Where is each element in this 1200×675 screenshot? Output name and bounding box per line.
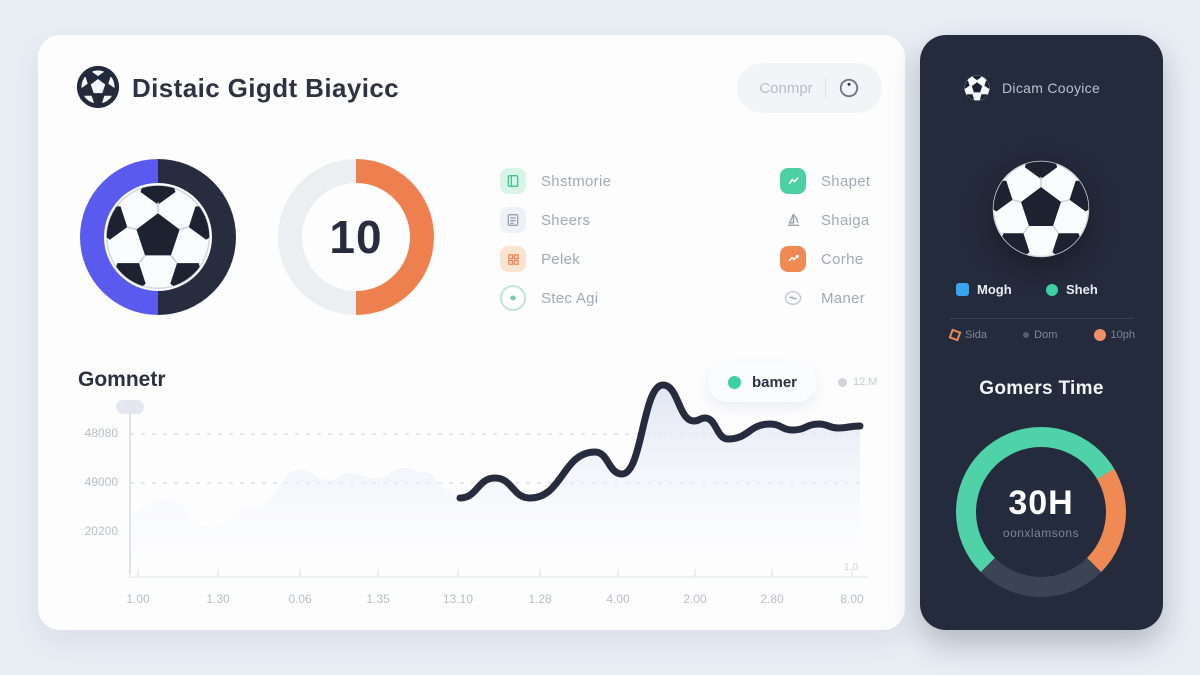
sidebar-legend: Mogh Sheh — [956, 282, 1136, 297]
sublegend-item-sida: Sida — [948, 328, 988, 342]
stat-item-shstmorie[interactable]: Shstmorie — [500, 168, 611, 194]
x-axis-tick-label: 8.00 — [840, 592, 864, 606]
sidebar-soccer-ball-image — [991, 159, 1091, 259]
x-axis-tick-label: 1.35 — [366, 592, 390, 606]
score-value: 10 — [329, 211, 383, 263]
legend-dot-teal — [728, 375, 741, 389]
sidebar-sublegend: Sida Dom 10ph — [948, 328, 1135, 342]
trend-icon — [780, 246, 806, 272]
stat-item-pelek[interactable]: Pelek — [500, 246, 611, 272]
sidebar-soccer-icon — [964, 75, 990, 101]
soccer-ball-image — [103, 183, 213, 291]
x-axis-tick-label: 13.10 — [442, 592, 474, 606]
app-logo-soccer-icon — [76, 65, 120, 109]
header-action-label: Conmpr — [759, 79, 813, 97]
stat-item-corhe[interactable]: Corhe — [780, 246, 870, 272]
main-panel: Distaic Gigdt Biayicc Conmpr 10 — [38, 35, 905, 630]
sidebar-panel: Dicam Cooyice Mogh Sheh Sida Dom — [920, 35, 1163, 630]
teal-dot-icon — [1046, 283, 1058, 296]
chart-up-icon — [780, 168, 806, 194]
target-icon — [500, 285, 526, 311]
divider — [824, 78, 826, 98]
score-donut-chart: 10 — [278, 159, 434, 315]
area-chart — [116, 381, 868, 578]
legend-item-mogh: Mogh — [956, 282, 1046, 297]
y-axis-tick-label: 48080 — [84, 426, 118, 440]
stat-label: Pelek — [541, 250, 581, 268]
legend-label: Sheh — [1066, 282, 1098, 297]
stat-item-stec-agi[interactable]: Stec Agi — [500, 285, 611, 311]
gray-dot-icon — [1023, 332, 1030, 338]
sidebar-header: Dicam Cooyice — [964, 75, 1100, 101]
sublegend-label: Sida — [965, 329, 988, 341]
gauge-value: 30H — [1008, 484, 1074, 522]
sublegend-label: 10ph — [1110, 329, 1135, 341]
time-gauge-donut: 30H oonxlamsons — [956, 427, 1126, 597]
chart-legend-pill[interactable]: bamer — [708, 362, 818, 402]
page-title: Distaic Gigdt Biayicc — [132, 73, 400, 103]
gauge-center: 30H oonxlamsons — [976, 447, 1106, 577]
legend-label: bamer — [752, 373, 798, 391]
donut-center: 10 — [302, 183, 410, 291]
x-axis-tick-label: 2.80 — [760, 592, 784, 606]
x-axis-tick-label: 1.30 — [206, 592, 230, 606]
stat-item-shaiga[interactable]: Shaiga — [780, 207, 870, 233]
orange-spark-icon — [948, 328, 962, 342]
donut-center — [104, 183, 212, 291]
sublegend-label: Dom — [1034, 329, 1058, 341]
possession-donut-chart — [80, 159, 236, 315]
orange-dot-icon — [1093, 329, 1106, 341]
gauge-title: Gomers Time — [979, 378, 1104, 399]
x-axis: 1.00 1.30 0.06 1.35 13.10 1.28 4.00 2.00 2.80 8.0… — [100, 592, 880, 612]
chart-cursor-handle[interactable] — [116, 400, 144, 414]
chart-title: Gomnetr — [78, 368, 166, 391]
legend-dot-gray — [838, 377, 847, 387]
stat-item-sheers[interactable]: Sheers — [500, 207, 611, 233]
chart-plot — [130, 381, 864, 575]
y-axis: 48080 49000 20200 — [56, 370, 118, 585]
book-icon — [500, 168, 526, 194]
sail-icon — [780, 207, 806, 233]
stat-label: Shaiga — [821, 211, 870, 229]
x-axis-tick-label: 1.00 — [126, 592, 150, 606]
chart-legend-secondary: 12.M — [838, 376, 877, 388]
stat-label: Shstmorie — [541, 172, 612, 190]
y-axis-tick-label: 20200 — [84, 524, 118, 538]
blue-square-icon — [956, 283, 969, 296]
document-icon — [500, 207, 526, 233]
divider — [950, 318, 1133, 319]
sidebar-title: Dicam Cooyice — [1002, 80, 1101, 96]
stat-item-maner[interactable]: Maner — [780, 285, 870, 311]
stat-list-right: Shapet Shaiga Corhe Maner — [780, 168, 870, 311]
axis-corner-label: 1.0 — [844, 562, 858, 573]
legend-label: Mogh — [977, 282, 1012, 297]
sublegend-item-10ph: 10ph — [1093, 329, 1135, 341]
gauge-caption: oonxlamsons — [1002, 526, 1080, 540]
x-axis-tick-label: 1.28 — [528, 592, 552, 606]
stat-list-left: Shstmorie Sheers Pelek Stec Agi — [500, 168, 611, 311]
legend-item-sheh: Sheh — [1046, 282, 1136, 297]
x-axis-tick-label: 0.06 — [288, 592, 312, 606]
sublegend-item-dom: Dom — [1023, 329, 1057, 341]
chat-icon — [780, 285, 806, 311]
header-action-button[interactable]: Conmpr — [737, 63, 882, 113]
stat-label: Corhe — [821, 250, 864, 268]
legend-secondary-label: 12.M — [853, 376, 878, 388]
stat-label: Sheers — [541, 211, 591, 229]
clock-icon[interactable] — [838, 77, 860, 99]
x-axis-tick-label: 2.00 — [683, 592, 707, 606]
y-axis-tick-label: 49000 — [84, 475, 118, 489]
stat-label: Shapet — [821, 172, 871, 190]
stat-label: Stec Agi — [541, 289, 599, 307]
stat-label: Maner — [821, 289, 866, 307]
x-axis-tick-label: 4.00 — [606, 592, 630, 606]
stat-item-shapet[interactable]: Shapet — [780, 168, 870, 194]
grid-icon — [500, 246, 526, 272]
